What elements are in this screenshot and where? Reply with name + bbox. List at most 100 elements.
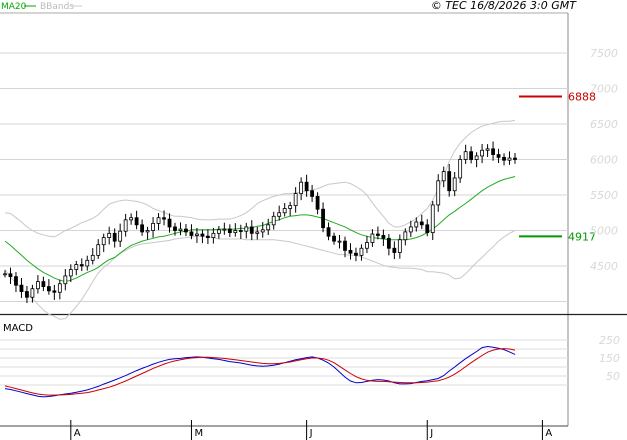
candle: [36, 275, 40, 294]
macd-tick-label: 50: [606, 370, 620, 383]
candle-body: [90, 254, 95, 261]
candle-body: [359, 247, 364, 256]
candle: [255, 226, 260, 240]
candle-body: [392, 247, 397, 253]
candle-body: [167, 218, 172, 228]
candle-body: [206, 235, 210, 238]
candle-body: [293, 193, 298, 207]
candle: [397, 234, 402, 259]
candle-body: [343, 240, 347, 251]
candle-body: [57, 283, 62, 293]
candle: [491, 141, 495, 161]
candle-body: [46, 286, 51, 292]
candle: [463, 144, 468, 164]
candle: [184, 224, 188, 237]
candle-body: [260, 229, 265, 233]
month-label: A: [545, 428, 552, 439]
candle: [238, 224, 243, 239]
candle-body: [184, 228, 188, 233]
candle: [216, 226, 221, 239]
candle-body: [74, 264, 79, 270]
macd-gridlines: [0, 339, 568, 386]
macd-lines: [4, 345, 516, 398]
candle: [447, 163, 452, 197]
candle: [315, 192, 320, 215]
candle-body: [408, 226, 413, 233]
candle-body: [227, 228, 232, 234]
month-label: A: [74, 428, 81, 439]
candle-body: [173, 226, 177, 231]
candle: [507, 151, 512, 165]
support-resistance-levels: 6888 4917: [519, 90, 596, 243]
candle-body: [85, 259, 90, 267]
candle-body: [25, 291, 29, 298]
candle: [101, 233, 106, 253]
candle: [178, 222, 183, 236]
candle-body: [244, 226, 249, 232]
price-axis-ticks: 4500 5000 5500 6000 6500 7000 7500: [590, 47, 618, 273]
candle: [430, 200, 435, 241]
candle: [195, 228, 199, 243]
candle-body: [112, 232, 117, 242]
candle: [469, 146, 474, 164]
candle-body: [474, 155, 479, 160]
candle: [376, 226, 380, 240]
candle-body: [397, 239, 402, 253]
candle-body: [134, 217, 139, 226]
candle-body: [96, 244, 101, 256]
macd-axis-ticks: 50 150 250: [599, 334, 620, 383]
candlesticks: [3, 141, 517, 304]
candle: [63, 269, 68, 291]
macd-line: [4, 345, 516, 398]
candle-body: [458, 159, 463, 179]
candle: [452, 171, 457, 197]
candle: [436, 174, 441, 212]
candle: [425, 219, 430, 237]
legend-ma20: MA20: [1, 2, 27, 12]
candle-body: [222, 228, 227, 231]
candle: [403, 228, 408, 246]
candle: [496, 148, 501, 164]
candle: [167, 213, 172, 233]
candle-body: [145, 230, 150, 233]
macd-panel-title: MACD: [3, 323, 33, 334]
candle: [233, 223, 238, 237]
level-label: 4917: [568, 230, 596, 243]
price-gridlines: [0, 52, 568, 302]
candle-body: [502, 156, 506, 161]
candle-body: [441, 171, 446, 182]
candle: [227, 224, 232, 238]
candle-body: [233, 230, 238, 234]
candle: [414, 217, 419, 232]
candle: [260, 222, 265, 238]
candle: [46, 279, 51, 295]
candle-body: [370, 233, 375, 243]
candle: [288, 201, 293, 217]
candle: [343, 236, 347, 258]
candle: [293, 187, 298, 213]
candle: [321, 202, 325, 233]
candle: [189, 224, 194, 240]
candle: [513, 153, 517, 164]
candle: [134, 210, 139, 230]
candle: [107, 226, 112, 245]
ma20-path: [4, 176, 516, 283]
macd-tick-label: 250: [599, 334, 620, 347]
candle: [310, 184, 314, 202]
candle-body: [337, 240, 342, 243]
price-tick-label: 4500: [590, 260, 618, 273]
candle-body: [178, 228, 183, 231]
candle: [304, 174, 309, 197]
candle: [419, 214, 424, 229]
candle-body: [403, 231, 408, 241]
level-label: 6888: [568, 90, 596, 103]
candle: [282, 203, 287, 217]
candle-body: [332, 235, 336, 242]
candle: [370, 229, 375, 247]
candle: [19, 277, 24, 298]
candle: [41, 276, 46, 291]
candle-body: [216, 229, 221, 234]
candle-body: [447, 171, 452, 192]
candle: [79, 258, 84, 272]
candle-body: [107, 232, 112, 238]
